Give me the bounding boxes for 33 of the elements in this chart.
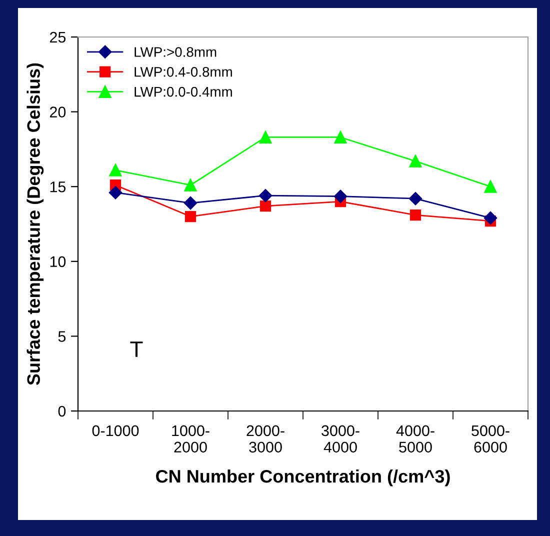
y-tick-label: 20 [50, 106, 66, 118]
y-tick-label: 25 [50, 32, 66, 43]
x-tick-label: 4000- 5000 [396, 425, 434, 453]
y-tick-label: 5 [58, 331, 66, 342]
point [409, 154, 422, 168]
legend-label: LWP:0.4-0.8mm [134, 66, 232, 77]
annotation: T [130, 342, 143, 357]
y-axis-title: Surface temperature (Degree Celsius) [26, 63, 44, 386]
x-tick-label: 5000- 6000 [472, 425, 510, 453]
point [259, 130, 272, 144]
point [484, 180, 497, 193]
point [410, 209, 422, 221]
y-tick-label: 15 [50, 182, 66, 192]
y-tick-label: 0 [58, 406, 66, 417]
point [408, 192, 422, 206]
point [334, 130, 347, 144]
legend-label: LWP:>0.8mm [134, 47, 216, 57]
x-tick-label: 2000- 3000 [246, 425, 284, 453]
x-tick-label: 0-1000 [92, 425, 139, 436]
point [184, 196, 198, 210]
point [109, 164, 122, 176]
y-tick-label: 10 [50, 256, 66, 268]
point [260, 200, 272, 212]
point [184, 210, 196, 222]
x-axis-title: CN Number Concentration (/cm^3) [156, 469, 450, 486]
x-tick-label: 1000- 2000 [172, 425, 210, 453]
point [184, 178, 197, 192]
point [334, 190, 348, 203]
legend-label: LWP:0.0-0.4mm [134, 86, 232, 97]
point [484, 211, 498, 225]
x-tick-label: 3000- 4000 [322, 425, 360, 453]
point [258, 188, 272, 202]
point [108, 186, 122, 200]
